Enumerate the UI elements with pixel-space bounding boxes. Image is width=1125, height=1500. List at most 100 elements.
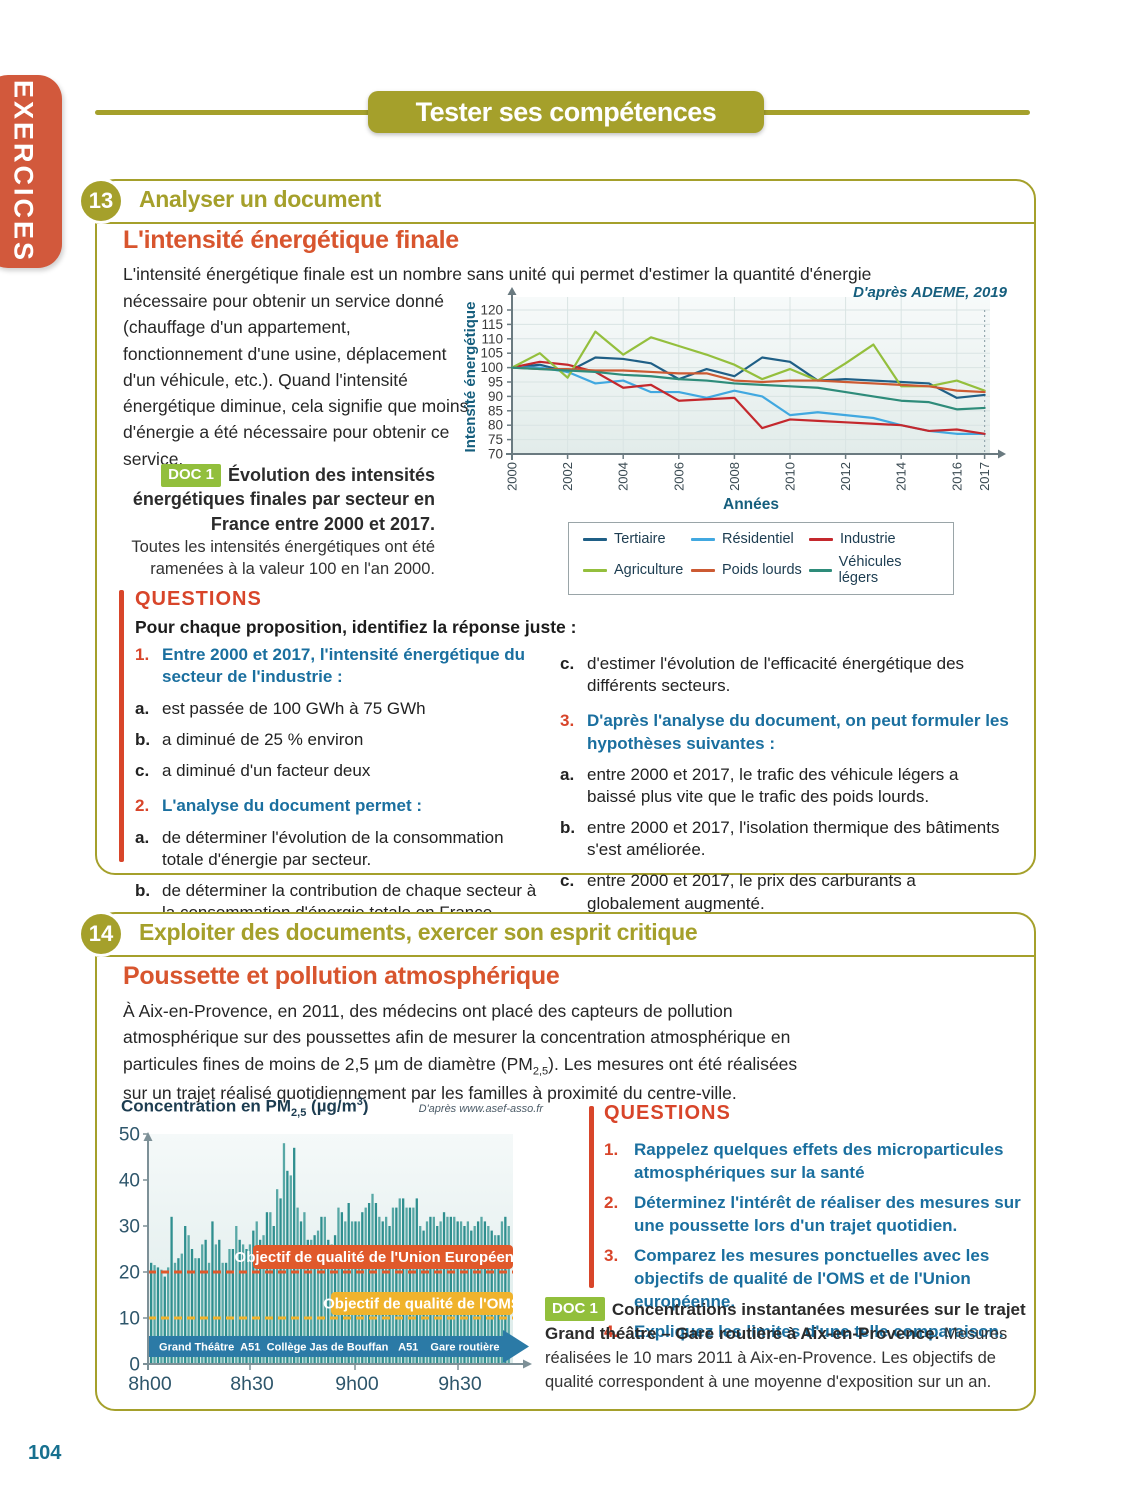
bar <box>184 1226 187 1364</box>
bar <box>449 1216 452 1364</box>
oms-quality-label-box <box>331 1292 513 1315</box>
x-tick-label: 2010 <box>783 462 798 491</box>
intro-14-part1: À Aix-en-Provence, en 2011, des médecins… <box>123 1001 791 1074</box>
bar-title-sup: 3 <box>356 1096 363 1108</box>
bar <box>214 1244 218 1364</box>
bar <box>255 1221 258 1364</box>
bar <box>296 1207 299 1364</box>
y-tick-label: 20 <box>119 1263 140 1284</box>
question-number: 2. <box>604 1192 619 1212</box>
exercise-13-number-badge: 13 <box>81 181 121 221</box>
doc1-title-text-ex14: Concentrations instantanées mesurées sur… <box>545 1300 1026 1344</box>
doc1-badge-ex14: DOC 1 <box>545 1297 605 1322</box>
x-tick-label: 9h00 <box>335 1373 379 1395</box>
chart-x-axis-title: Années <box>723 496 779 513</box>
bar <box>248 1244 252 1364</box>
option-label: c. <box>135 761 150 781</box>
bar <box>156 1267 160 1364</box>
x-tick-label: 2016 <box>949 462 964 491</box>
bar <box>252 1230 255 1364</box>
bar <box>316 1230 320 1364</box>
bar <box>361 1212 364 1364</box>
bar <box>201 1244 204 1364</box>
route-label: Collège Jas de Bouffan <box>267 1342 389 1354</box>
question-stem: 1. Entre 2000 et 2017, l'intensité énergé… <box>135 645 526 687</box>
bar <box>228 1249 231 1364</box>
bar <box>194 1258 197 1364</box>
bar <box>153 1265 156 1364</box>
doc1-note-ex13: Toutes les intensités énergétiques ont é… <box>131 537 435 579</box>
bar <box>337 1207 340 1364</box>
bar <box>224 1262 228 1364</box>
bar <box>173 1262 177 1364</box>
question-option: a. entre 2000 et 2017, le trafic des véhi… <box>560 765 959 807</box>
y-tick-label: 110 <box>481 331 503 346</box>
bar <box>504 1216 507 1364</box>
bar <box>265 1212 269 1364</box>
doc1-badge-ex13: DOC 1 <box>161 464 221 488</box>
series-tertiaire <box>510 356 986 399</box>
bar <box>170 1216 173 1364</box>
x-tick-label: 2012 <box>838 462 853 491</box>
y-tick-label: 120 <box>480 303 503 318</box>
y-tick-label: 95 <box>488 375 503 390</box>
bar <box>384 1216 388 1364</box>
bar <box>303 1212 306 1364</box>
bar <box>276 1189 279 1364</box>
bar <box>412 1207 415 1364</box>
exercise-14-competence: Exploiter des documents, exercer son esp… <box>139 919 698 945</box>
exercise-13-title: L'intensité énergétique finale <box>123 226 459 254</box>
bar-chart-source-note: D'après www.asef-asso.fr <box>418 1103 543 1115</box>
x-tick-label: 2002 <box>560 462 575 491</box>
x-tick-label: 8h30 <box>230 1373 274 1395</box>
bar <box>258 1239 262 1364</box>
chart-source-note: D'après ADEME, 2019 <box>853 284 1007 301</box>
bar-chart-svg: Objectif de qualité de l'Union Européenn… <box>119 1125 532 1395</box>
option-label: b. <box>135 880 151 900</box>
exercise-13-header <box>97 181 1034 224</box>
question-stem: 3. D'après l'analyse du document, on peut… <box>560 711 1009 753</box>
bar <box>415 1198 418 1364</box>
bar <box>347 1203 350 1364</box>
legend-swatch <box>809 568 832 572</box>
bar <box>279 1198 282 1364</box>
bar <box>378 1216 381 1364</box>
bar <box>235 1226 238 1364</box>
doc1-caption-ex14: DOC 1 Concentrations instantanées mesurée… <box>545 1297 1034 1395</box>
option-label: a. <box>135 827 150 847</box>
exercise-14-title: Poussette et pollution atmosphérique <box>123 962 560 990</box>
x-tick-label: 2006 <box>671 462 686 491</box>
question-number: 2. <box>135 796 150 816</box>
bar <box>187 1235 190 1364</box>
option-label: b. <box>560 818 576 838</box>
bar <box>313 1235 316 1364</box>
bar-title-t3: ) <box>362 1096 369 1116</box>
legend-swatch <box>691 537 715 541</box>
bar <box>167 1267 170 1364</box>
legend-swatch <box>583 568 607 572</box>
bar <box>453 1216 456 1364</box>
bar <box>446 1216 449 1364</box>
bar <box>299 1221 303 1364</box>
bar <box>391 1207 395 1364</box>
eu-quality-label-box <box>253 1245 513 1269</box>
bar <box>306 1239 309 1364</box>
question-option: a. est passée de 100 GWh à 75 GWh <box>135 698 547 720</box>
bar <box>364 1207 367 1364</box>
question-option: c. a diminué d'un facteur deux <box>135 760 547 782</box>
question-item: 1. Rappelez quelques effets des micropart… <box>604 1140 1004 1182</box>
bar <box>211 1221 214 1364</box>
bar <box>238 1239 241 1364</box>
pm25-subscript: 2,5 <box>532 1065 549 1077</box>
route-label: A51 <box>240 1342 260 1354</box>
x-tick-label: 9h30 <box>438 1373 482 1395</box>
bar <box>408 1207 412 1364</box>
bar <box>480 1216 483 1364</box>
question-stem: 2. L'analyse du document permet : <box>135 795 547 817</box>
legend-item: Véhicules légers <box>809 554 939 586</box>
bar <box>245 1249 248 1364</box>
question-number: 1. <box>135 645 150 664</box>
bar <box>204 1239 207 1364</box>
bar <box>405 1207 408 1364</box>
